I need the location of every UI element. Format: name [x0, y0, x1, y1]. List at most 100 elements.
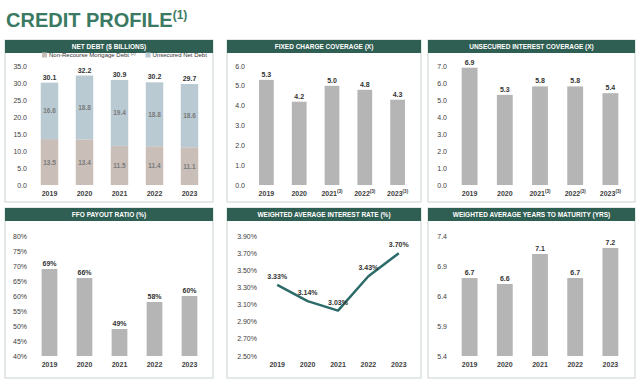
segment-label: 11.1	[183, 163, 196, 170]
bar-segment	[146, 146, 164, 185]
y-tick-label: 20.0	[13, 114, 27, 121]
y-tick	[450, 66, 452, 67]
chart-panel: FFO PAYOUT RATIO (%)40%45%50%55%60%65%70…	[5, 208, 213, 378]
y-tick-label: 3.90%	[237, 233, 257, 240]
x-tick-label-main: 2023	[600, 190, 616, 197]
y-tick-label: 30.0	[13, 80, 27, 87]
x-tick-label: 2021(3)	[529, 189, 551, 197]
y-tick	[450, 266, 452, 267]
bar-segment	[76, 76, 94, 140]
x-tick-label: 2023	[391, 361, 407, 368]
panel-frame	[227, 40, 421, 202]
bar	[532, 254, 548, 356]
y-tick	[30, 134, 32, 135]
data-labels: 5.34.25.04.84.3	[262, 71, 403, 100]
data-label: 6.6	[500, 275, 510, 282]
page-title-note: (1)	[173, 8, 188, 22]
x-tick-label-sup: (3)	[370, 189, 376, 194]
y-tick-label: 45%	[13, 338, 27, 345]
bar-segment	[146, 82, 164, 146]
y-tick	[450, 100, 452, 101]
chart-canvas: CREDIT PROFILE(1)NET DEBT ($ BILLIONS)0.…	[0, 0, 640, 380]
x-tick-label-sup: (3)	[403, 189, 409, 194]
y-tick-label: 25.0	[13, 97, 27, 104]
y-tick-label: 2.50%	[237, 353, 257, 360]
y-tick-label: 75%	[13, 248, 27, 255]
panel-header	[227, 208, 421, 221]
data-label: 3.14%	[298, 289, 319, 296]
y-tick-label: 5.9	[437, 323, 447, 330]
data-label: 3.70%	[389, 241, 410, 248]
legend-label-main: Non-Recourse Mortgage Debt	[49, 52, 131, 58]
data-label: 5.3	[500, 86, 510, 93]
plot-area	[41, 76, 199, 185]
x-tick-label-main: 2021	[321, 190, 337, 197]
x-tick-label: 2022(3)	[354, 189, 376, 197]
y-tick	[30, 66, 32, 67]
y-tick-label: 6.0	[437, 80, 447, 87]
y-tick	[450, 296, 452, 297]
x-tick-label: 2023	[182, 190, 198, 197]
bar	[497, 95, 513, 185]
segment-label: 18.8	[78, 104, 91, 111]
data-label: 5.4	[606, 84, 616, 91]
x-tick-label-main: 2023	[387, 190, 403, 197]
chart-title: WEIGHTED AVERAGE YEARS TO MATURITY (YRS)	[453, 211, 610, 219]
chart-title: FFO PAYOUT RATIO (%)	[72, 211, 146, 219]
legend-swatch	[42, 53, 47, 58]
y-tick-label: 3.70%	[237, 250, 257, 257]
x-tick-label-sup: (3)	[615, 189, 621, 194]
x-tick-label: 2020	[497, 361, 513, 368]
page-title: CREDIT PROFILE(1)	[6, 8, 187, 31]
bar	[390, 100, 405, 185]
bar	[77, 278, 93, 356]
y-tick	[260, 253, 262, 254]
y-tick-label: 0.0	[17, 182, 27, 189]
y-tick-label: 6.9	[437, 263, 447, 270]
chart-title: UNSECURED INTEREST COVERAGE (X)	[469, 43, 594, 51]
chart-title: WEIGHTED AVERAGE INTEREST RATE (%)	[257, 211, 390, 219]
y-tick-label: 3.0	[235, 122, 245, 129]
legend-label: Non-Recourse Mortgage Debt (2)	[49, 51, 136, 58]
segment-label: 11.4	[148, 162, 161, 169]
data-label: 66%	[77, 269, 92, 276]
bar	[567, 86, 583, 185]
y-tick	[450, 356, 452, 357]
y-tick-label: 3.0	[437, 131, 447, 138]
data-label: 60%	[182, 287, 197, 294]
data-label: 6.9	[465, 59, 475, 66]
data-labels: 3.33%3.14%3.03%3.43%3.70%	[267, 241, 409, 305]
y-tick-label: 1.0	[437, 165, 447, 172]
x-tick-label: 2019	[42, 361, 58, 368]
x-tick-label: 2022(3)	[565, 189, 587, 197]
total-label: 29.7	[183, 75, 197, 82]
legend-swatch	[145, 53, 150, 58]
bar-segment	[111, 146, 129, 185]
x-tick-label: 2022	[567, 361, 583, 368]
y-tick-label: 5.0	[17, 165, 27, 172]
x-tick-label: 2023	[182, 361, 198, 368]
x-tick-label-main: 2022	[565, 190, 581, 197]
y-tick	[260, 338, 262, 339]
plot-area	[462, 248, 619, 356]
x-tick-label: 2019	[42, 190, 58, 197]
data-label: 6.7	[570, 269, 580, 276]
data-labels: 69%66%49%58%60%	[42, 260, 197, 327]
y-tick	[30, 356, 32, 357]
y-tick	[30, 236, 32, 237]
data-label: 3.33%	[267, 273, 288, 280]
y-tick	[248, 125, 250, 126]
y-tick	[450, 83, 452, 84]
y-tick-label: 2.0	[235, 142, 245, 149]
data-label: 7.1	[535, 245, 545, 252]
x-tick-label: 2021	[112, 361, 128, 368]
y-tick-label: 50%	[13, 323, 27, 330]
bar	[325, 86, 340, 185]
y-tick	[260, 236, 262, 237]
y-tick	[30, 311, 32, 312]
y-tick-label: 2.90%	[237, 318, 257, 325]
data-label: 4.8	[360, 81, 370, 88]
y-tick-label: 1.0	[235, 162, 245, 169]
y-tick	[248, 66, 250, 67]
data-labels: 13.516.630.113.418.832.211.519.430.911.4…	[43, 67, 197, 170]
